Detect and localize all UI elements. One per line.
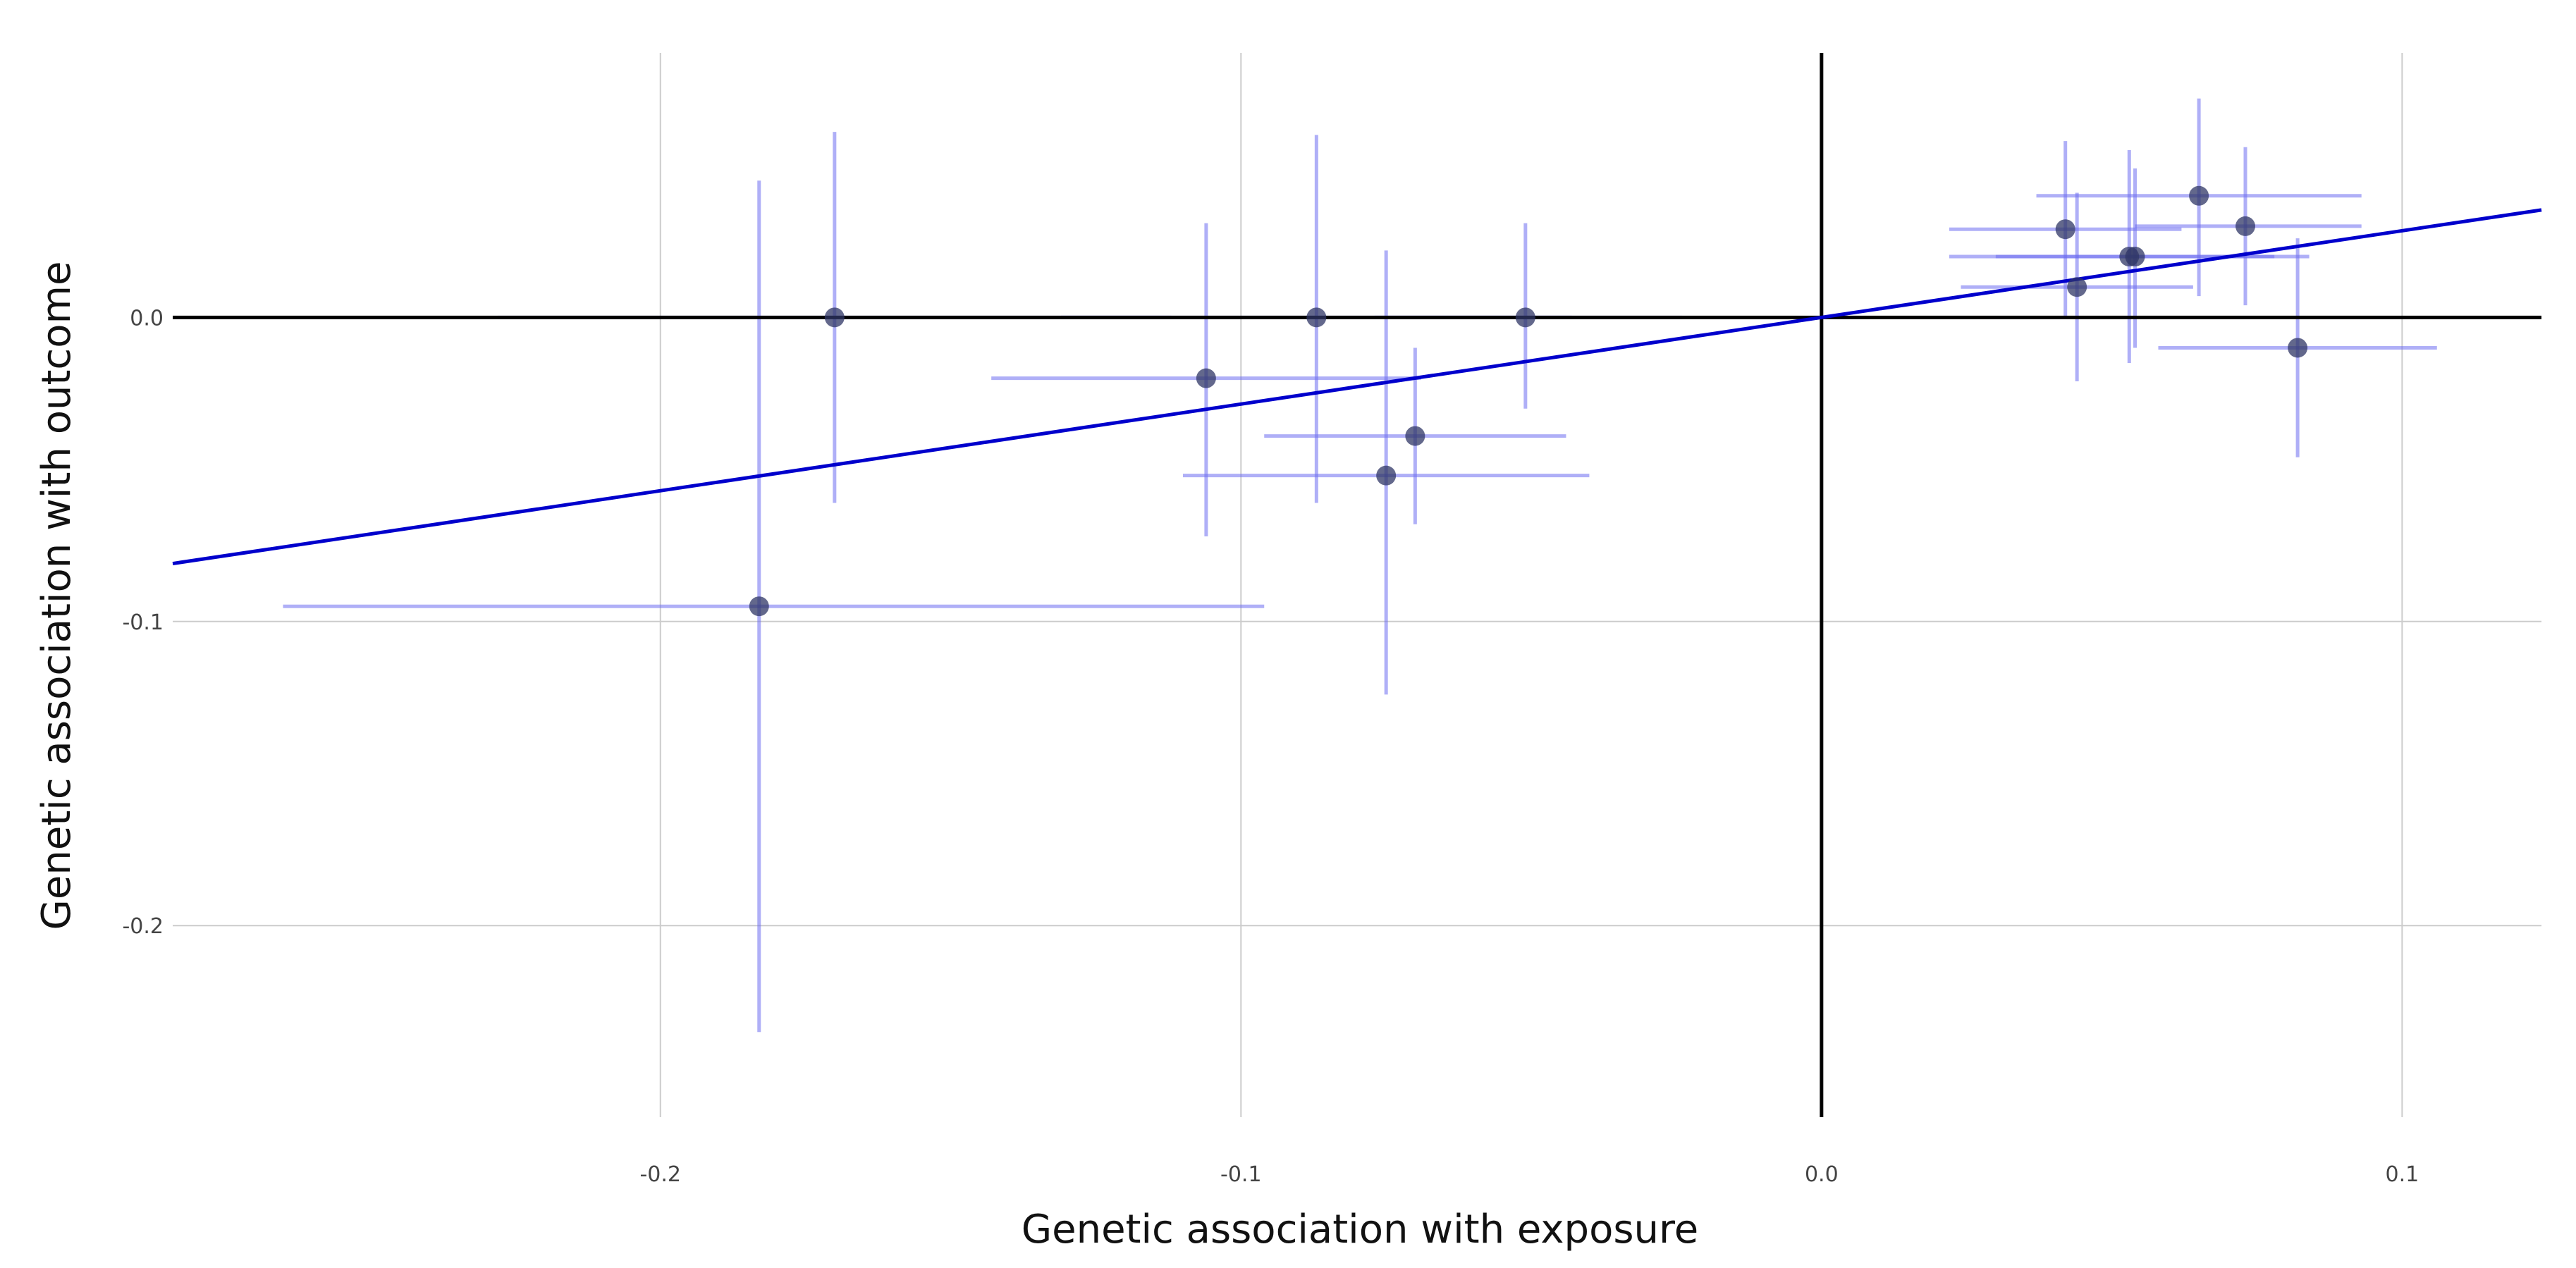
data-point (1196, 368, 1216, 388)
y-tick-label: 0.0 (130, 306, 164, 331)
y-tick-label: -0.2 (122, 914, 164, 939)
y-axis-title: Genetic association with outcome (34, 261, 80, 930)
data-point (824, 307, 845, 328)
data-point (2055, 219, 2075, 240)
x-tick-label: 0.0 (1805, 1162, 1839, 1187)
data-point (2235, 216, 2255, 236)
data-point (1405, 426, 1425, 446)
x-tick-label: -0.2 (639, 1162, 681, 1187)
data-point (1515, 307, 1535, 328)
tick-labels: -0.2 -0.1 0.0 0.1 0.0 -0.1 -0.2 (122, 306, 2419, 1187)
fit-line (172, 208, 2542, 566)
data-point (1306, 307, 1327, 328)
zero-lines (173, 53, 2541, 1117)
data-point (749, 596, 769, 617)
data-points (749, 185, 2308, 617)
data-point (1376, 465, 1397, 486)
x-tick-label: -0.1 (1220, 1162, 1262, 1187)
data-point (2067, 277, 2087, 297)
data-point (2125, 247, 2145, 267)
fit-line-layer (172, 208, 2542, 566)
data-point (2189, 185, 2209, 206)
y-tick-label: -0.1 (122, 610, 164, 635)
data-point (2288, 338, 2308, 358)
error-bars (283, 98, 2437, 1033)
gridlines (173, 53, 2541, 1117)
x-tick-label: 0.1 (2385, 1162, 2419, 1187)
x-axis-title: Genetic association with exposure (1022, 1207, 1699, 1252)
